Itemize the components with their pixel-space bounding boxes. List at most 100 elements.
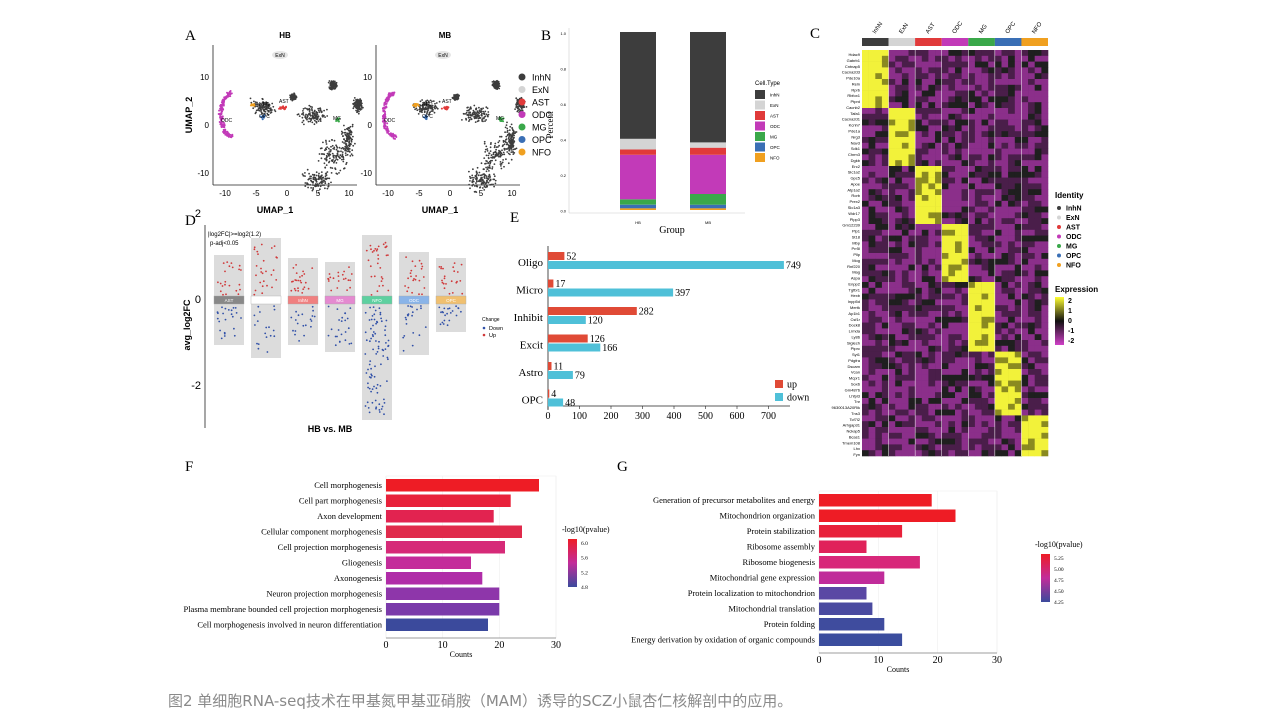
- volcano-point: [310, 320, 313, 322]
- heatmap-cell: [974, 316, 982, 323]
- heatmap-cell: [875, 102, 883, 109]
- umap-point: [494, 142, 497, 145]
- heatmap-cell: [1041, 142, 1049, 149]
- heatmap-cell: [961, 189, 969, 196]
- heatmap-cell: [901, 212, 909, 219]
- heatmap-cell: [921, 177, 929, 184]
- heatmap-gene-label: Ap1b1: [848, 311, 860, 316]
- heatmap-cell: [1001, 50, 1009, 57]
- heatmap-cell: [888, 386, 896, 393]
- heatmap-cell: [981, 363, 989, 370]
- heatmap-cell: [901, 200, 909, 207]
- umap-point: [272, 105, 275, 108]
- umap-legend-swatch: [518, 98, 526, 106]
- heatmap-cell: [1001, 108, 1009, 115]
- umap-x-tick: 10: [345, 189, 354, 198]
- heatmap-cell: [1014, 363, 1022, 370]
- heatmap-cell: [948, 374, 956, 381]
- umap-point: [319, 120, 322, 122]
- heatmap-cell: [928, 253, 936, 260]
- heatmap-cell: [895, 177, 903, 184]
- heatmap-cell: [1008, 84, 1015, 91]
- umap-point: [306, 118, 308, 121]
- heatmap-cell: [881, 316, 889, 323]
- umap-point: [335, 81, 338, 84]
- heatmap-cell: [948, 392, 956, 399]
- heatmap-cell: [974, 415, 982, 422]
- heatmap-cell: [994, 438, 1002, 445]
- volcano-point: [377, 245, 380, 248]
- heatmap-cell: [935, 102, 942, 109]
- heatmap-cell: [988, 345, 996, 352]
- heatmap-cell: [915, 258, 922, 265]
- umap-point: [324, 175, 327, 178]
- heatmap-cell: [1034, 119, 1042, 126]
- umap-point: [478, 106, 480, 109]
- heatmap-cell: [862, 102, 869, 109]
- heatmap-cell: [915, 386, 922, 393]
- heatmap-cell: [1008, 351, 1015, 358]
- heatmap-cell: [948, 264, 956, 271]
- heatmap-cell: [921, 137, 929, 144]
- heatmap-cell: [868, 218, 876, 225]
- heatmap-cell: [875, 340, 883, 347]
- umap-point: [497, 83, 500, 86]
- heatmap-cell: [921, 171, 929, 178]
- deg-x-tick: 100: [572, 411, 587, 422]
- umap-point: [341, 146, 344, 149]
- heatmap-cell: [881, 183, 889, 190]
- deg-x-tick: 200: [604, 411, 619, 422]
- heatmap-gene-label: Tnr: [854, 399, 861, 404]
- heatmap-cell: [1008, 253, 1015, 260]
- umap-point: [503, 143, 506, 146]
- heatmap-cell: [1041, 270, 1049, 277]
- heatmap-cell: [915, 50, 922, 57]
- heatmap-cell: [948, 409, 956, 416]
- heatmap-cell: [981, 142, 989, 149]
- heatmap-cell: [988, 415, 996, 422]
- stacked-segment: [620, 204, 656, 209]
- heatmap-cell: [908, 427, 916, 434]
- umap-point: [424, 108, 426, 110]
- heatmap-cell: [994, 183, 1002, 190]
- volcano-point: [225, 293, 227, 296]
- heatmap-cell: [915, 363, 922, 370]
- heatmap-cell: [915, 345, 922, 352]
- heatmap-cell: [988, 311, 996, 318]
- heatmap-cell: [915, 166, 922, 173]
- heatmap-cell: [888, 427, 896, 434]
- heatmap-gene-label: Ly86: [851, 334, 860, 339]
- heatmap-gene-label: Vcan: [851, 370, 860, 375]
- heatmap-cell: [1021, 450, 1029, 457]
- heatmap-gene-label: Lhfpl3: [849, 393, 861, 398]
- umap-point: [507, 137, 510, 140]
- umap-point: [507, 152, 510, 155]
- umap-point: [352, 135, 354, 138]
- umap-point: [310, 177, 312, 180]
- heatmap-cell: [862, 137, 869, 144]
- heatmap-cell: [948, 287, 956, 294]
- heatmap-cell: [1041, 305, 1049, 312]
- heatmap-cell: [1001, 311, 1009, 318]
- umap-point: [493, 175, 496, 178]
- heatmap-cell: [974, 345, 982, 352]
- heatmap-cell: [875, 171, 883, 178]
- deg-bar-down: [548, 288, 674, 297]
- heatmap-cell: [881, 282, 889, 289]
- umap-point: [281, 106, 284, 109]
- heatmap-cell: [862, 328, 869, 335]
- heatmap-cell: [881, 403, 889, 410]
- umap-point: [318, 111, 321, 113]
- umap-point: [315, 180, 318, 183]
- heatmap-cell: [915, 96, 922, 103]
- stacked-segment: [690, 142, 726, 148]
- heatmap-cell: [868, 119, 876, 126]
- umap-point: [511, 128, 514, 131]
- heatmap-cell: [888, 206, 896, 213]
- heatmap-cell: [941, 351, 949, 358]
- heatmap-cell: [981, 380, 989, 387]
- umap-point: [500, 167, 503, 170]
- umap-point: [392, 132, 394, 135]
- heatmap-cell: [901, 398, 909, 405]
- heatmap-cell: [901, 206, 909, 213]
